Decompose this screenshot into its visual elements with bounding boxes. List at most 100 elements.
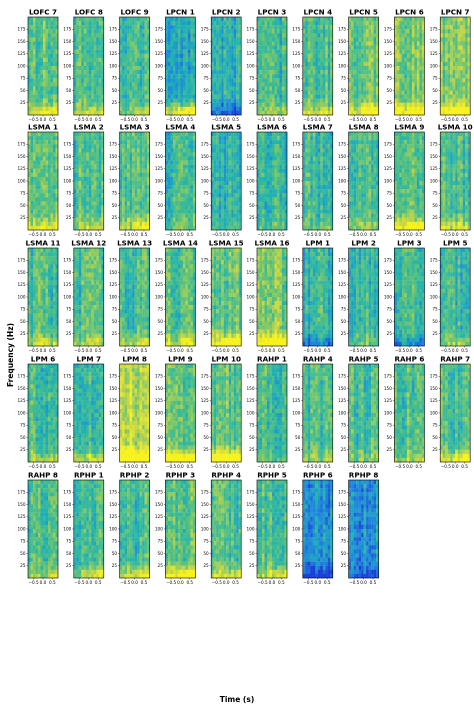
heatmap-cell: [86, 49, 89, 54]
heatmap-cell: [462, 21, 466, 26]
heatmap-cell: [457, 94, 461, 99]
heatmap-cell: [180, 74, 184, 79]
heatmap-cell: [269, 181, 273, 186]
heatmap-cell: [139, 197, 143, 202]
heatmap-cell: [165, 57, 169, 63]
heatmap-cell: [88, 37, 92, 42]
heatmap-cell: [351, 102, 354, 107]
heatmap-cell: [353, 53, 357, 58]
x-tick-label: −0.5: [29, 117, 40, 122]
heatmap-cell: [445, 70, 448, 75]
heatmap-cell: [211, 57, 214, 63]
heatmap-cell: [277, 213, 280, 218]
heatmap-cell: [445, 21, 448, 26]
heatmap-cell: [231, 98, 234, 103]
heatmap-cell: [213, 61, 217, 67]
heatmap-cell: [137, 148, 140, 153]
heatmap-cell: [88, 110, 92, 116]
heatmap-cell: [175, 185, 179, 190]
heatmap-cell: [142, 213, 145, 218]
heatmap-cell: [236, 53, 239, 58]
heatmap-cell: [35, 98, 39, 103]
heatmap-cell: [356, 82, 359, 87]
heatmap-cell: [76, 193, 79, 198]
heatmap-cell: [259, 217, 263, 222]
heatmap-cell: [88, 29, 92, 34]
heatmap-cell: [467, 110, 471, 116]
heatmap-cell: [88, 189, 92, 194]
heatmap-cell: [277, 156, 280, 161]
heatmap-cell: [78, 102, 82, 107]
heatmap-cell: [421, 86, 425, 91]
heatmap-cell: [129, 132, 133, 137]
heatmap-cell: [351, 37, 354, 42]
heatmap-cell: [445, 57, 448, 63]
y-tick-label: 125: [109, 51, 117, 56]
heatmap-cell: [96, 74, 99, 79]
heatmap-cell: [356, 29, 359, 34]
heatmap-cell: [137, 90, 140, 95]
heatmap-cell: [144, 53, 148, 58]
heatmap-cell: [45, 181, 49, 186]
heatmap-cell: [167, 110, 171, 116]
heatmap-cell: [409, 74, 413, 79]
heatmap-cell: [307, 132, 311, 137]
heatmap-cell: [226, 193, 229, 198]
heatmap-cell: [129, 213, 133, 218]
heatmap-cell: [452, 70, 456, 75]
heatmap-cell: [259, 90, 263, 95]
heatmap-cell: [467, 53, 471, 58]
heatmap-cell: [175, 193, 179, 198]
x-tick-label: −0.5: [441, 117, 452, 122]
heatmap-cell: [45, 110, 49, 116]
heatmap-cell: [137, 176, 140, 182]
heatmap-cell: [231, 168, 234, 173]
heatmap-cell: [353, 74, 357, 79]
heatmap-cell: [28, 189, 31, 194]
heatmap-cell: [43, 213, 46, 218]
heatmap-cell: [218, 185, 222, 190]
heatmap-cell: [358, 78, 362, 83]
heatmap-cell: [101, 209, 104, 214]
heatmap-cell: [40, 102, 44, 107]
heatmap-cell: [50, 21, 54, 26]
heatmap-cell: [399, 29, 403, 34]
heatmap-cell: [416, 25, 420, 30]
heatmap-cell: [371, 82, 374, 87]
heatmap-cell: [91, 160, 94, 165]
heatmap-cell: [83, 148, 87, 153]
heatmap-cell: [267, 70, 270, 75]
heatmap-cell: [190, 193, 194, 198]
heatmap-cell: [279, 21, 283, 26]
heatmap-cell: [144, 74, 148, 79]
heatmap-cell: [462, 70, 466, 75]
heatmap-cell: [86, 98, 89, 103]
heatmap-cell: [411, 37, 415, 42]
heatmap-cell: [401, 57, 405, 63]
heatmap-cell: [185, 102, 189, 107]
heatmap-cell: [231, 176, 234, 182]
heatmap-cell: [371, 17, 374, 22]
heatmap-cell: [279, 53, 283, 58]
heatmap-cell: [33, 132, 36, 137]
heatmap-cell: [101, 25, 104, 30]
heatmap-cell: [144, 94, 148, 99]
heatmap-cell: [279, 66, 283, 71]
heatmap-cell: [30, 90, 34, 95]
heatmap-cell: [91, 90, 94, 95]
heatmap-cell: [180, 213, 184, 218]
heatmap-cell: [122, 29, 125, 34]
heatmap-cell: [284, 189, 288, 194]
heatmap-cell: [187, 25, 191, 30]
heatmap-cell: [53, 66, 56, 71]
heatmap-cell: [139, 205, 143, 210]
heatmap-cell: [223, 197, 227, 202]
heatmap-cell: [78, 70, 82, 75]
heatmap-cell: [371, 102, 374, 107]
heatmap-cell: [257, 140, 260, 145]
heatmap-cell: [272, 37, 275, 42]
heatmap-cell: [40, 221, 44, 227]
heatmap-cell: [50, 25, 54, 30]
heatmap-cell: [233, 78, 237, 83]
heatmap-cell: [192, 144, 196, 149]
